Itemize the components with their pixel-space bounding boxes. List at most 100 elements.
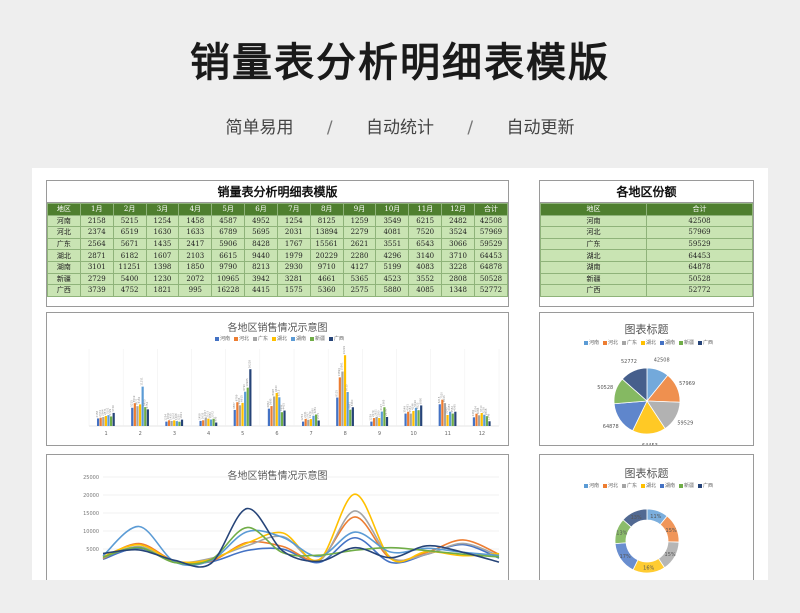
sales-cell[interactable]: 4127 xyxy=(342,260,377,274)
share-cell[interactable]: 57969 xyxy=(646,226,753,239)
sales-cell[interactable]: 6182 xyxy=(112,249,147,262)
sales-cell[interactable]: 6615 xyxy=(211,249,246,262)
sales-cell[interactable]: 1607 xyxy=(145,249,180,262)
sales-cell[interactable]: 2417 xyxy=(178,237,213,251)
sales-cell[interactable]: 3066 xyxy=(441,237,475,251)
share-cell[interactable]: 52772 xyxy=(646,284,753,297)
sales-cell[interactable]: 2279 xyxy=(342,226,377,239)
sales-cell[interactable]: 8125 xyxy=(309,214,344,228)
sales-cell[interactable]: 1458 xyxy=(178,214,213,228)
sales-cell[interactable]: 3551 xyxy=(375,237,410,251)
sales-cell[interactable]: 2482 xyxy=(441,214,475,228)
sales-cell[interactable]: 3524 xyxy=(441,226,475,239)
sales-cell[interactable]: 5695 xyxy=(244,226,278,239)
sales-cell[interactable]: 3710 xyxy=(441,249,475,262)
sales-cell[interactable]: 4952 xyxy=(244,214,278,228)
share-cell[interactable]: 湖南 xyxy=(540,260,647,274)
sales-cell[interactable]: 59529 xyxy=(473,237,509,251)
sales-cell[interactable]: 4296 xyxy=(375,249,410,262)
sales-cell[interactable]: 5671 xyxy=(112,237,147,251)
sales-cell[interactable]: 13894 xyxy=(309,226,344,239)
sales-cell[interactable]: 4415 xyxy=(244,284,278,297)
share-cell[interactable]: 64878 xyxy=(646,260,753,274)
sales-cell[interactable]: 2621 xyxy=(342,237,377,251)
sales-cell[interactable]: 1259 xyxy=(342,214,377,228)
sales-cell[interactable]: 1230 xyxy=(145,272,180,286)
sales-cell[interactable]: 2103 xyxy=(178,249,213,262)
sales-cell[interactable]: 16228 xyxy=(211,284,246,297)
share-cell[interactable]: 广西 xyxy=(540,284,647,297)
sales-cell[interactable]: 河北 xyxy=(47,226,81,239)
sales-cell[interactable]: 2564 xyxy=(79,237,114,251)
sales-cell[interactable]: 3101 xyxy=(79,260,114,274)
sales-cell[interactable]: 57969 xyxy=(473,226,509,239)
sales-cell[interactable]: 3552 xyxy=(408,272,443,286)
sales-cell[interactable]: 6789 xyxy=(211,226,246,239)
sales-cell[interactable]: 1398 xyxy=(145,260,180,274)
sales-cell[interactable]: 广东 xyxy=(47,237,81,251)
sales-cell[interactable]: 6543 xyxy=(408,237,443,251)
sales-cell[interactable]: 995 xyxy=(178,284,213,297)
sales-cell[interactable]: 3281 xyxy=(276,272,311,286)
sales-cell[interactable]: 1254 xyxy=(276,214,311,228)
sales-cell[interactable]: 广西 xyxy=(47,284,81,297)
sales-cell[interactable]: 5199 xyxy=(375,260,410,274)
sales-cell[interactable]: 1630 xyxy=(145,226,180,239)
sales-cell[interactable]: 2374 xyxy=(79,226,114,239)
sales-cell[interactable]: 5400 xyxy=(112,272,147,286)
sales-cell[interactable]: 3549 xyxy=(375,214,410,228)
sales-cell[interactable]: 6215 xyxy=(408,214,443,228)
share-cell[interactable]: 42508 xyxy=(646,214,753,228)
sales-cell[interactable]: 5360 xyxy=(309,284,344,297)
sales-cell[interactable]: 4523 xyxy=(375,272,410,286)
sales-cell[interactable]: 湖南 xyxy=(47,260,81,274)
sales-cell[interactable]: 9790 xyxy=(211,260,246,274)
sales-cell[interactable]: 8428 xyxy=(244,237,278,251)
sales-cell[interactable]: 5906 xyxy=(211,237,246,251)
sales-cell[interactable]: 2729 xyxy=(79,272,114,286)
sales-cell[interactable]: 50528 xyxy=(473,272,509,286)
share-cell[interactable]: 河南 xyxy=(540,214,647,228)
sales-cell[interactable]: 6519 xyxy=(112,226,147,239)
sales-cell[interactable]: 2930 xyxy=(276,260,311,274)
sales-cell[interactable]: 5365 xyxy=(342,272,377,286)
sales-cell[interactable]: 1435 xyxy=(145,237,180,251)
sales-cell[interactable]: 9710 xyxy=(309,260,344,274)
share-cell[interactable]: 河北 xyxy=(540,226,647,239)
sales-cell[interactable]: 4081 xyxy=(375,226,410,239)
share-cell[interactable]: 新疆 xyxy=(540,272,647,286)
sales-cell[interactable]: 5880 xyxy=(375,284,410,297)
sales-cell[interactable]: 4661 xyxy=(309,272,344,286)
sales-cell[interactable]: 4083 xyxy=(408,260,443,274)
share-cell[interactable]: 湖北 xyxy=(540,249,647,262)
sales-cell[interactable]: 5215 xyxy=(112,214,147,228)
sales-cell[interactable]: 15561 xyxy=(309,237,344,251)
sales-cell[interactable]: 1348 xyxy=(441,284,475,297)
sales-cell[interactable]: 2280 xyxy=(342,249,377,262)
sales-cell[interactable]: 42508 xyxy=(473,214,509,228)
sales-cell[interactable]: 2808 xyxy=(441,272,475,286)
sales-cell[interactable]: 1767 xyxy=(276,237,311,251)
sales-cell[interactable]: 11251 xyxy=(112,260,147,274)
share-cell[interactable]: 59529 xyxy=(646,237,753,251)
sales-cell[interactable]: 2575 xyxy=(342,284,377,297)
share-cell[interactable]: 50528 xyxy=(646,272,753,286)
sales-cell[interactable]: 8213 xyxy=(244,260,278,274)
sales-cell[interactable]: 1821 xyxy=(145,284,180,297)
sales-cell[interactable]: 64878 xyxy=(473,260,509,274)
sales-cell[interactable]: 4587 xyxy=(211,214,246,228)
sales-cell[interactable]: 4752 xyxy=(112,284,147,297)
sales-cell[interactable]: 湖北 xyxy=(47,249,81,262)
sales-cell[interactable]: 1633 xyxy=(178,226,213,239)
sales-cell[interactable]: 河南 xyxy=(47,214,81,228)
share-cell[interactable]: 64453 xyxy=(646,249,753,262)
sales-cell[interactable]: 10965 xyxy=(211,272,246,286)
sales-cell[interactable]: 2031 xyxy=(276,226,311,239)
sales-cell[interactable]: 2072 xyxy=(178,272,213,286)
sales-cell[interactable]: 1850 xyxy=(178,260,213,274)
sales-cell[interactable]: 20229 xyxy=(309,249,344,262)
sales-cell[interactable]: 2871 xyxy=(79,249,114,262)
sales-cell[interactable]: 3942 xyxy=(244,272,278,286)
sales-cell[interactable]: 新疆 xyxy=(47,272,81,286)
sales-cell[interactable]: 9440 xyxy=(244,249,278,262)
